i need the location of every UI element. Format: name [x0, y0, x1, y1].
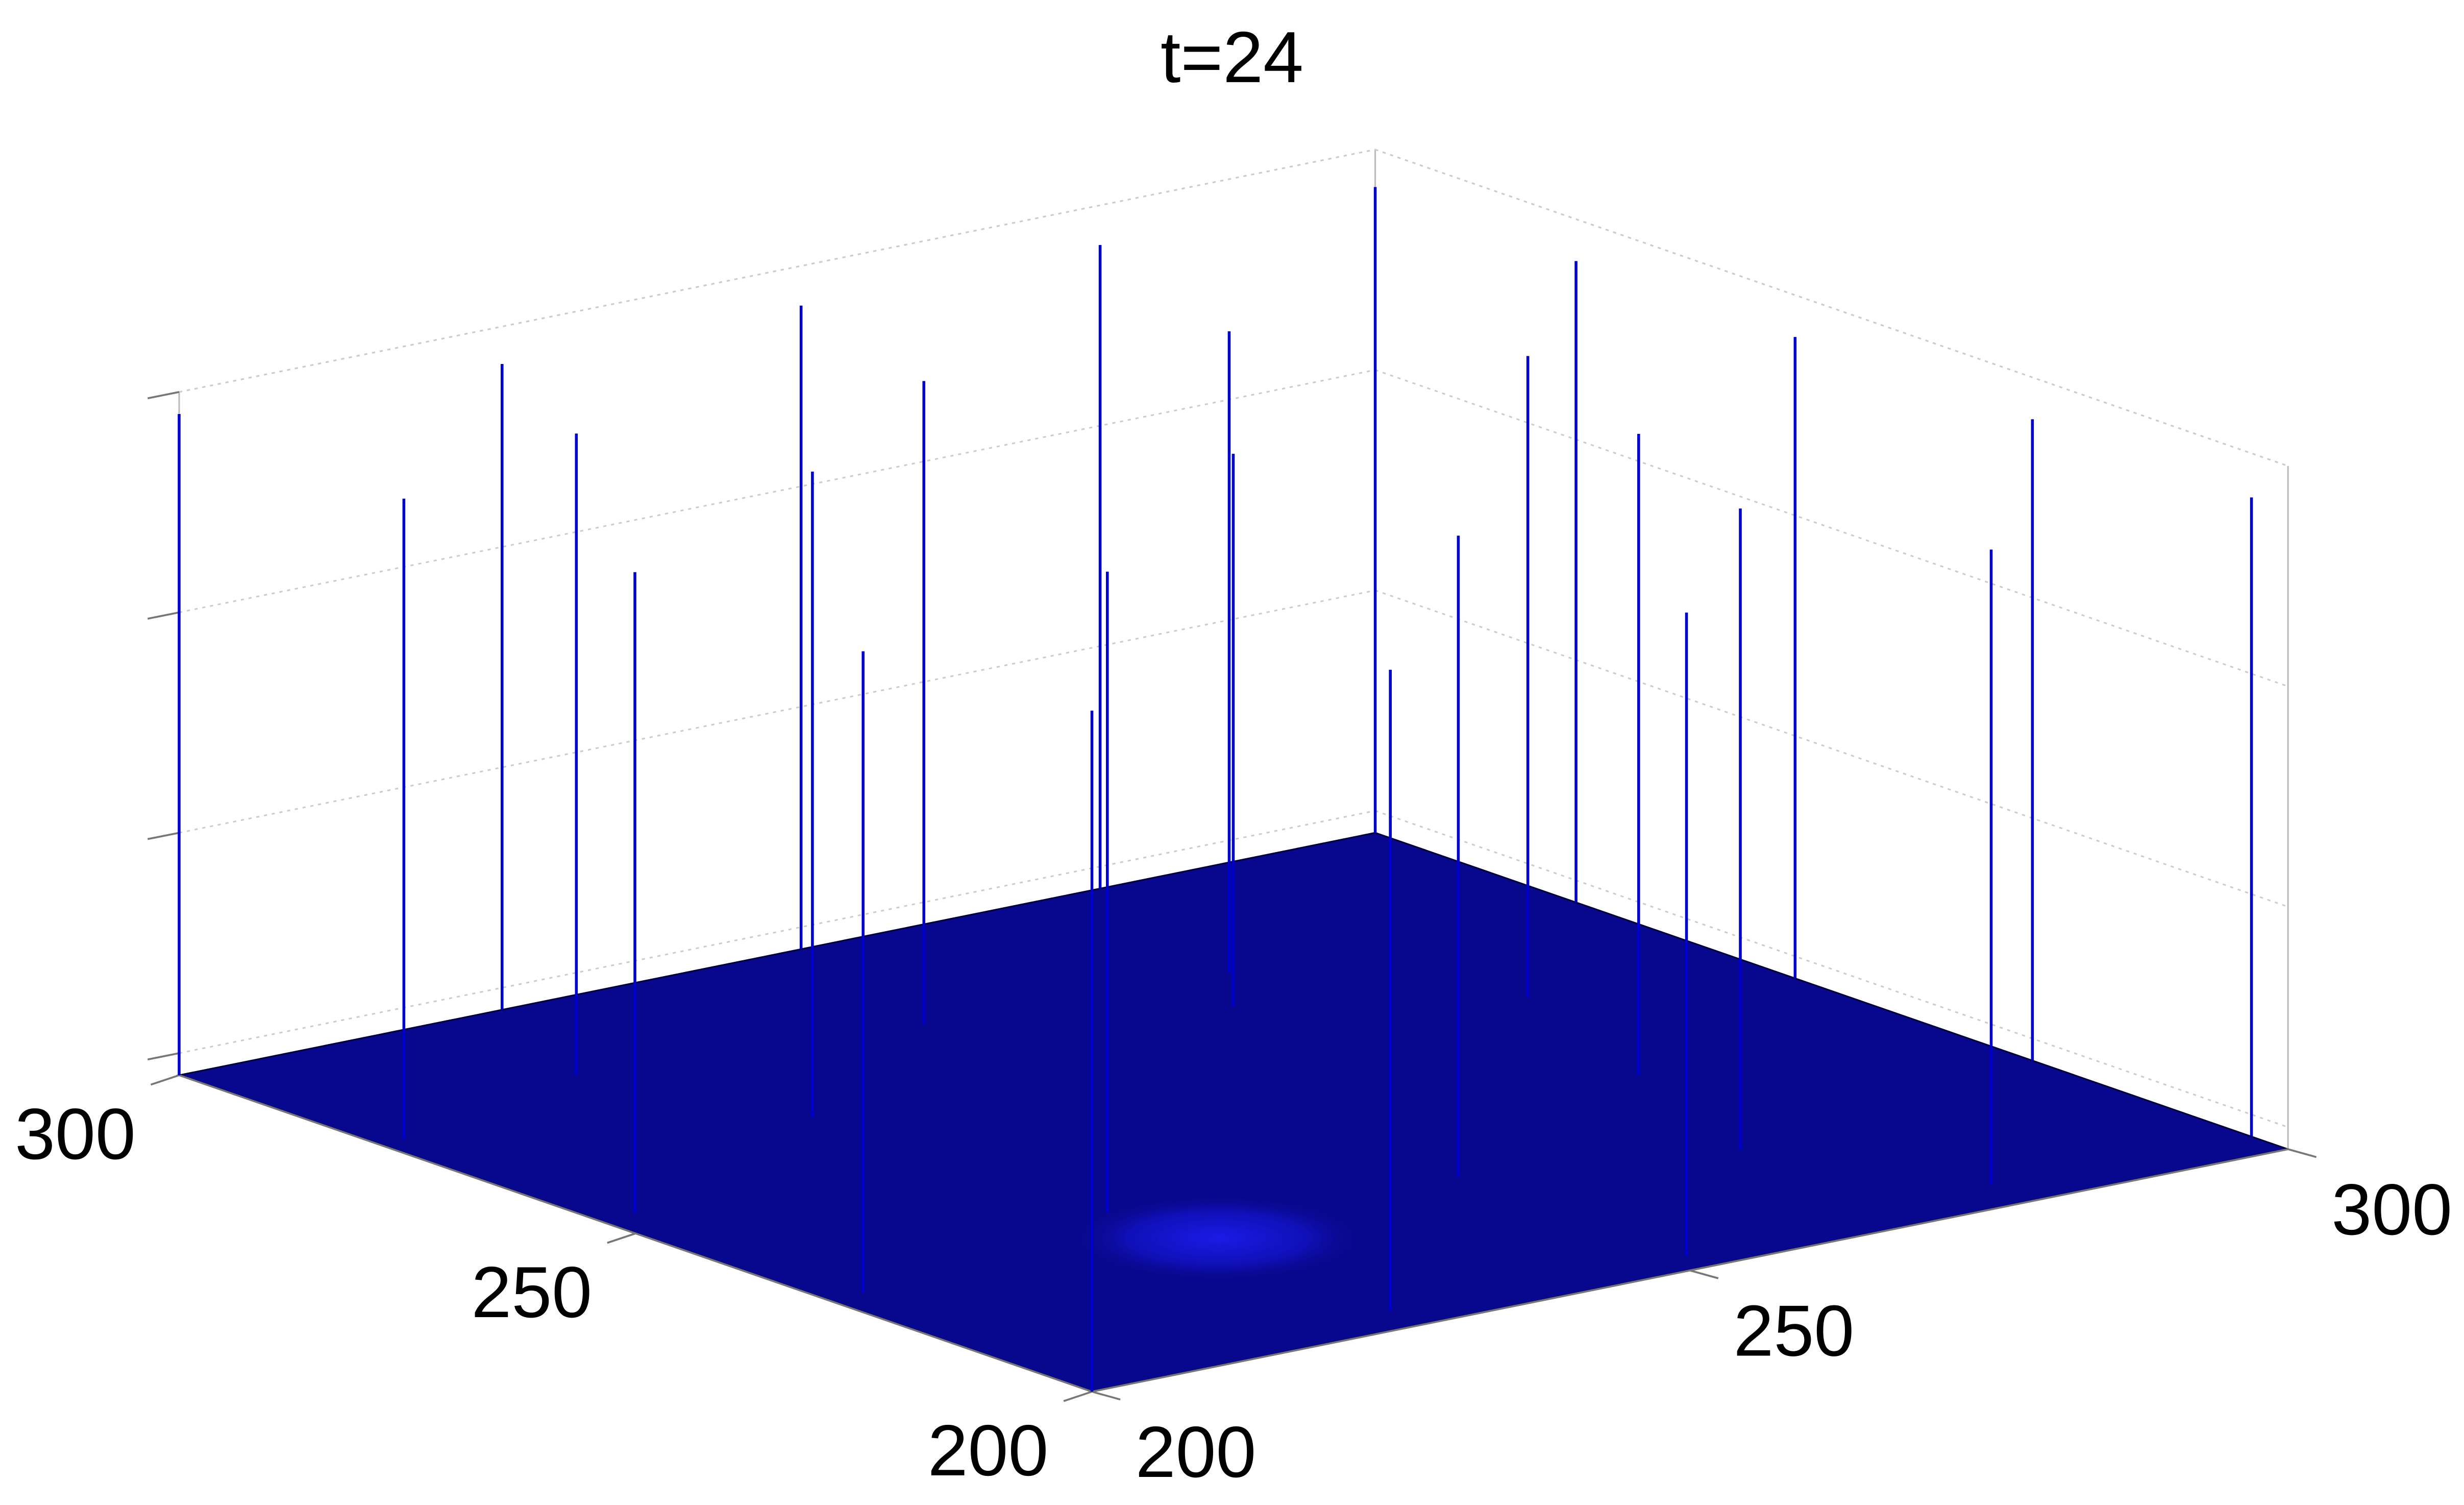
- y-tick-label: 300: [15, 1094, 136, 1175]
- y-tick-label: 200: [928, 1411, 1049, 1491]
- chart-title: t=24: [1161, 17, 1303, 98]
- y-tick: [607, 1232, 636, 1244]
- x-tick-label: 200: [1136, 1412, 1256, 1493]
- x-tick-label: 300: [2331, 1170, 2452, 1250]
- x-tick-label: 250: [1734, 1291, 1855, 1372]
- grid-line: [1375, 369, 2288, 687]
- z-tick: [147, 832, 180, 840]
- grid-line: [1375, 810, 2288, 1128]
- z-tick: [147, 1052, 180, 1061]
- x-tick: [1092, 1391, 1121, 1401]
- surface-bump: [1068, 1194, 1368, 1282]
- grid-line: [179, 589, 1375, 834]
- z-tick: [147, 611, 180, 620]
- y-tick: [150, 1074, 180, 1086]
- x-tick: [2287, 1148, 2317, 1158]
- grid-line: [179, 810, 1375, 1054]
- y-tick: [1063, 1391, 1093, 1402]
- grid-line: [1375, 589, 2288, 908]
- x-tick: [1689, 1269, 1719, 1279]
- grid-line: [179, 369, 1375, 614]
- z-tick: [147, 391, 180, 399]
- grid-line: [1375, 149, 2288, 467]
- grid-line: [179, 149, 1375, 393]
- y-tick-label: 250: [471, 1252, 592, 1333]
